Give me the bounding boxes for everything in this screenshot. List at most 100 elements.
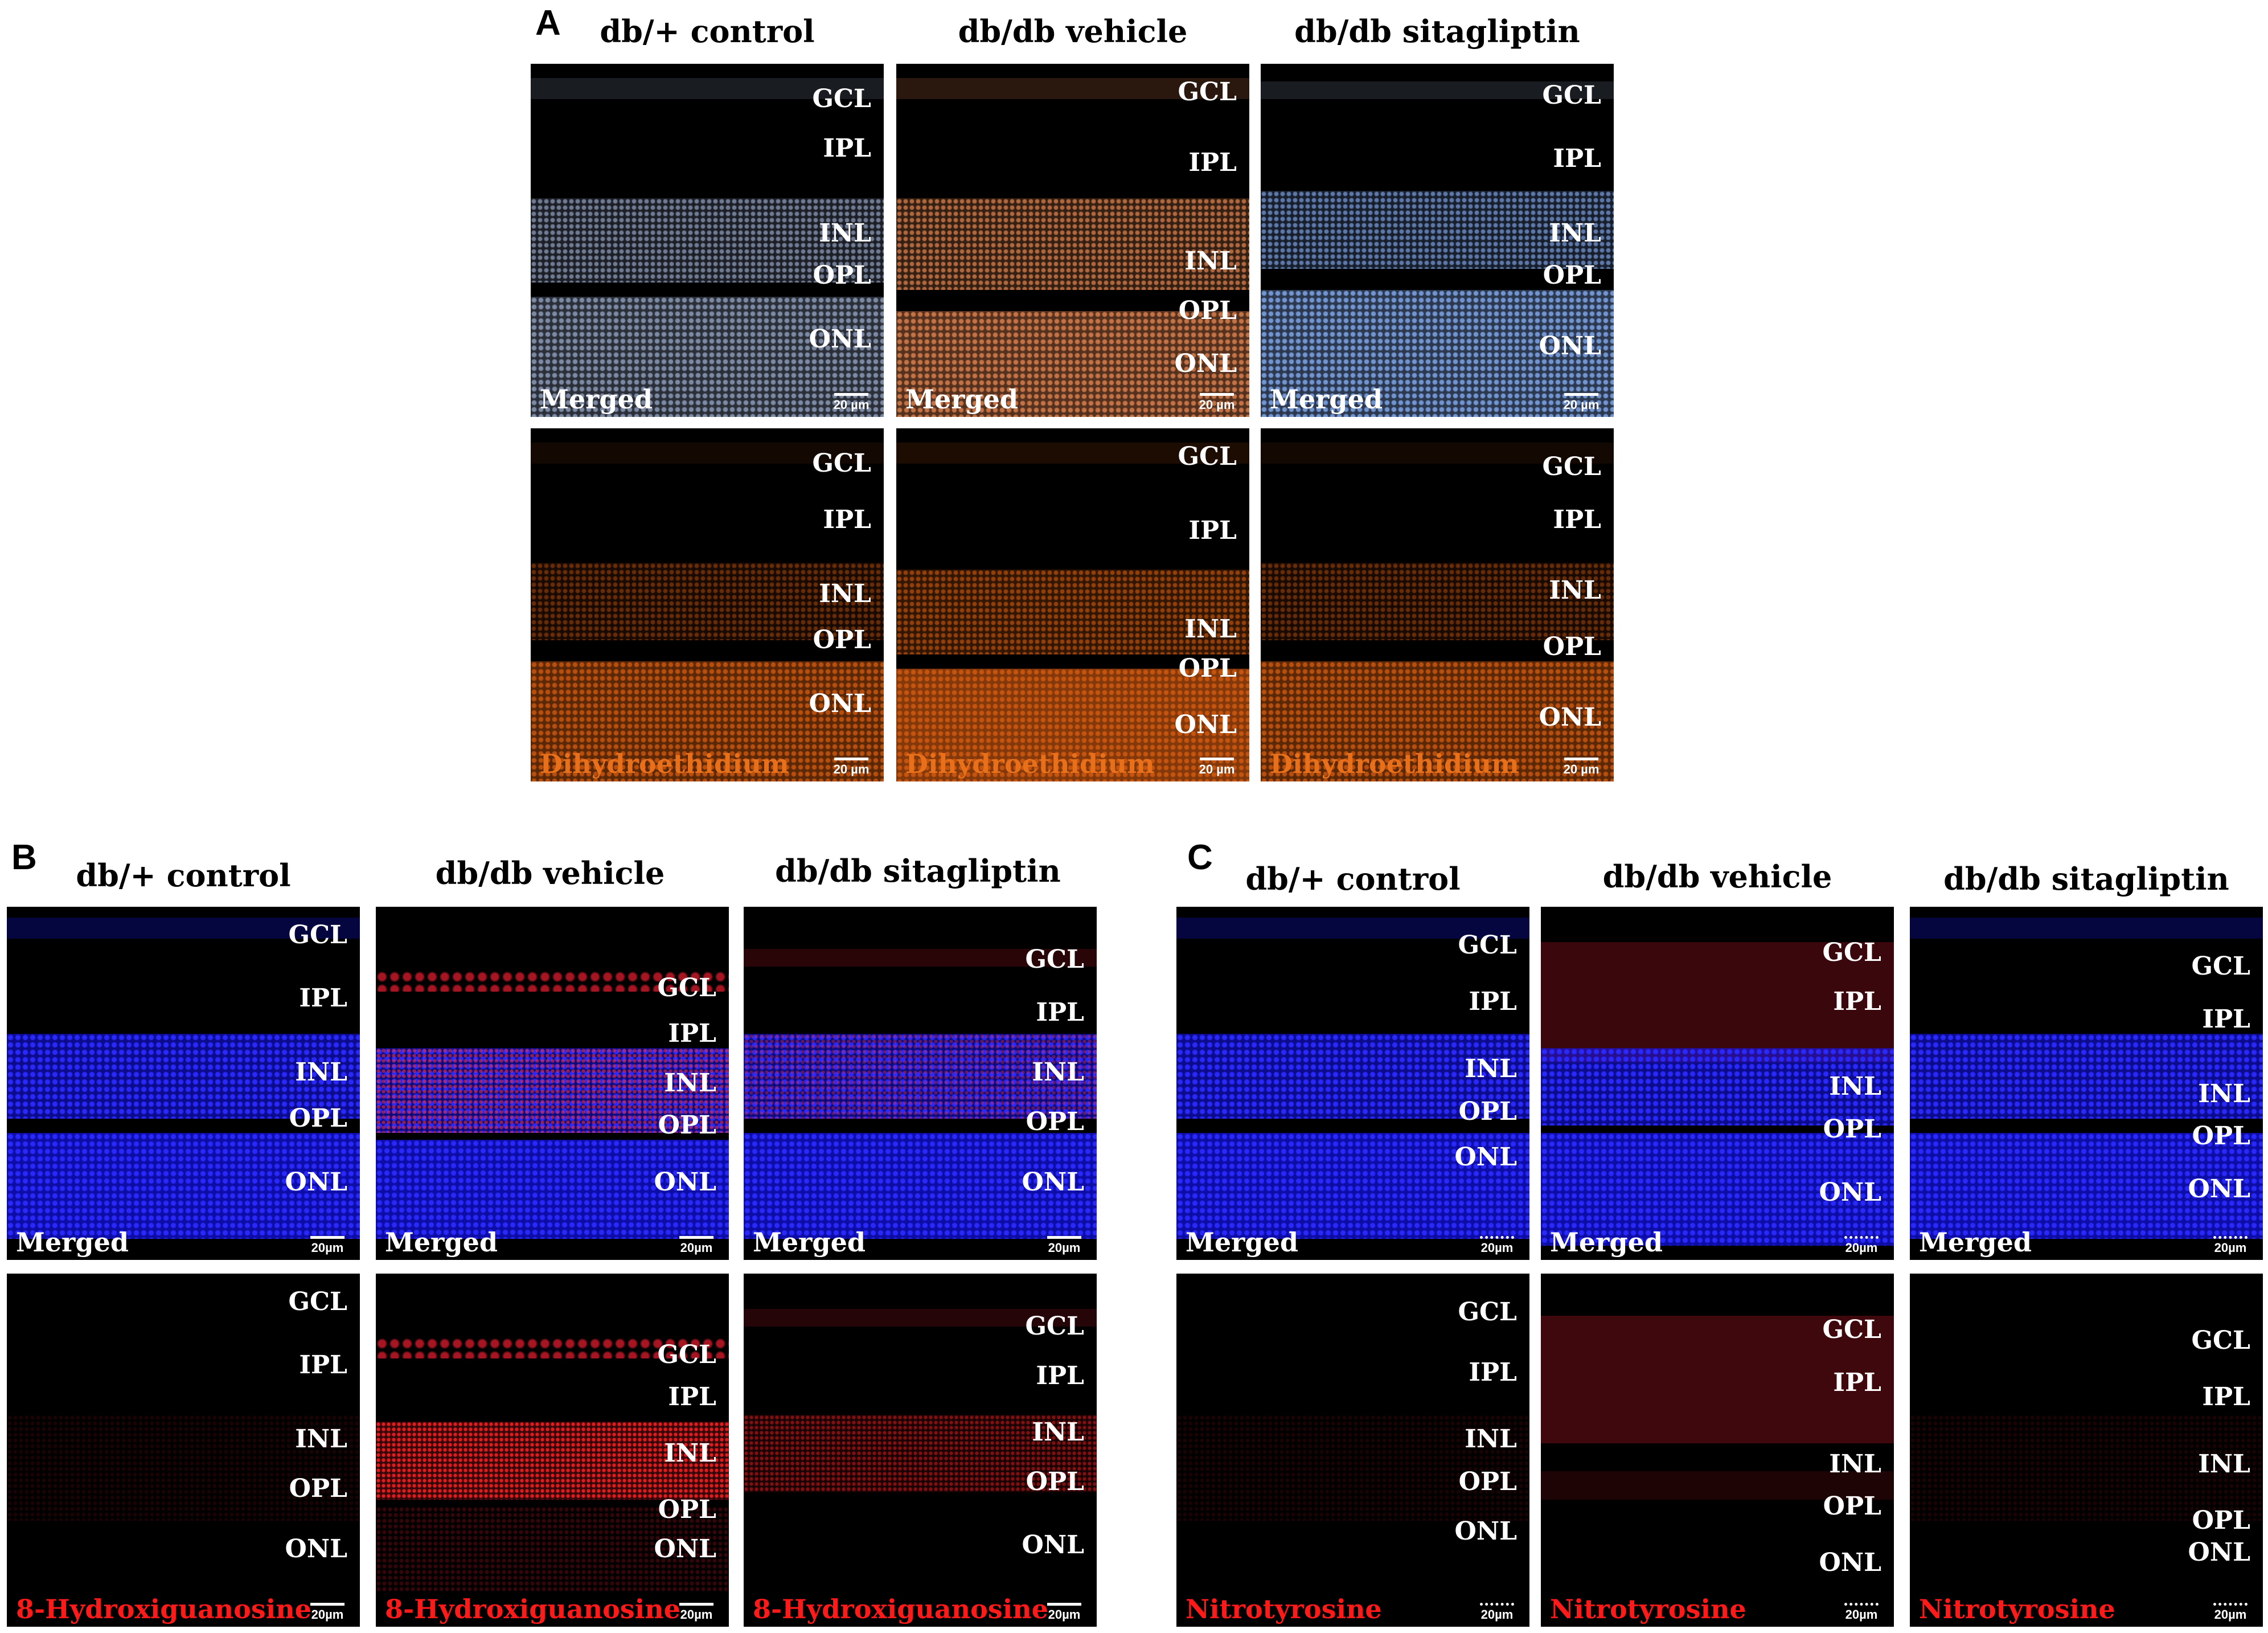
tissue-band	[376, 1140, 729, 1239]
tissue-band	[376, 970, 729, 992]
layer-label-opl: OPL	[1543, 261, 1601, 290]
header-b-sitagliptin: db/db sitagliptin	[775, 853, 1061, 889]
scale-bar-line	[1564, 393, 1598, 396]
layer-label-gcl: GCL	[1178, 441, 1237, 471]
layer-label-opl: OPL	[658, 1111, 716, 1140]
tissue-band	[1261, 442, 1614, 464]
scale-bar-line	[1844, 1603, 1879, 1606]
scale-bar-text: 20µm	[311, 1607, 344, 1622]
layer-label-inl: INL	[1184, 615, 1237, 644]
scale-bar-line	[679, 1236, 713, 1239]
header-c-control: db/+ control	[1245, 861, 1461, 897]
header-c-sitagliptin: db/db sitagliptin	[1943, 861, 2229, 897]
layer-label-onl: ONL	[1022, 1167, 1084, 1197]
layer-label-opl: OPL	[1178, 653, 1237, 683]
micrograph-c-row1-col2: GCL IPL INL OPL ONL Merged 20µm	[1541, 907, 1894, 1260]
scale-bar-text: 20µm	[1480, 1607, 1514, 1622]
layer-label-inl: INL	[1032, 1418, 1084, 1447]
layer-label-opl: OPL	[2192, 1122, 2250, 1151]
scale-bar: 20µm	[675, 1236, 717, 1254]
layer-label-gcl: GCL	[1822, 1315, 1881, 1345]
layer-label-ipl: IPL	[1188, 148, 1237, 177]
layer-label-onl: ONL	[1539, 331, 1601, 361]
tissue-band	[744, 949, 1097, 967]
scale-bar-text: 20 µm	[1199, 762, 1235, 776]
scale-bar: 20µm	[306, 1603, 348, 1621]
layer-label-inl: INL	[1829, 1072, 1881, 1102]
layer-label-opl: OPL	[1026, 1467, 1084, 1496]
tissue-band	[7, 917, 360, 939]
layer-label-opl: OPL	[1178, 296, 1237, 325]
tissue-band	[1541, 1048, 1894, 1126]
layer-label-inl: INL	[664, 1439, 716, 1468]
header-b-control: db/+ control	[76, 857, 291, 894]
layer-label-inl: INL	[295, 1425, 347, 1454]
scale-bar-line	[1200, 393, 1234, 396]
layer-label-ipl: IPL	[823, 133, 871, 163]
layer-label-ipl: IPL	[299, 1350, 347, 1380]
tissue-band	[531, 442, 884, 464]
panel-label: 8-Hydroxiguanosine	[16, 1594, 311, 1624]
panel-label: Merged	[905, 384, 1019, 415]
panel-label: Merged	[16, 1227, 129, 1258]
layer-label-ipl: IPL	[668, 1019, 716, 1049]
layer-label-gcl: GCL	[1542, 80, 1601, 110]
section-letter-c: C	[1187, 838, 1213, 877]
tissue-band	[531, 198, 884, 283]
scale-bar-text: 20µm	[1048, 1241, 1081, 1255]
panel-label: Merged	[385, 1227, 498, 1258]
tissue-band	[531, 661, 884, 781]
layer-label-ipl: IPL	[1469, 1357, 1517, 1387]
layer-label-gcl: GCL	[657, 1340, 716, 1369]
tissue-band	[7, 1132, 360, 1239]
layer-label-opl: OPL	[1458, 1096, 1517, 1126]
scale-bar-text: 20µm	[2214, 1607, 2247, 1622]
layer-label-gcl: GCL	[288, 1287, 347, 1316]
header-c-vehicle: db/db vehicle	[1602, 858, 1832, 895]
scale-bar: 20µm	[1043, 1236, 1085, 1254]
tissue-band	[1910, 1415, 2263, 1521]
layer-label-gcl: GCL	[2191, 1325, 2250, 1355]
micrograph-c-row1-col1: GCL IPL INL OPL ONL Merged 20µm	[1176, 907, 1529, 1260]
scale-bar: 20 µm	[1196, 758, 1238, 776]
layer-label-onl: ONL	[1174, 349, 1237, 378]
layer-label-opl: OPL	[289, 1104, 347, 1133]
panel-label: Nitrotyrosine	[1186, 1594, 1382, 1624]
layer-label-inl: INL	[2198, 1079, 2250, 1108]
layer-label-opl: OPL	[1823, 1492, 1881, 1521]
tissue-band	[1261, 81, 1614, 99]
panel-label: Nitrotyrosine	[1550, 1594, 1746, 1624]
layer-label-gcl: GCL	[1822, 938, 1881, 967]
panel-label: Merged	[1270, 384, 1383, 415]
scale-bar-line	[834, 393, 868, 396]
layer-label-ipl: IPL	[1036, 1361, 1084, 1390]
panel-label: Merged	[540, 384, 653, 415]
micrograph-a-row2-col2: GCL IPL INL OPL ONL Dihydroethidium 20 µm	[896, 428, 1249, 781]
layer-label-onl: ONL	[2188, 1537, 2250, 1567]
tissue-band	[896, 311, 1249, 417]
layer-label-gcl: GCL	[1025, 1312, 1084, 1341]
scale-bar-text: 20µm	[1845, 1241, 1878, 1255]
micrograph-b-row2-col3: GCL IPL INL OPL ONL 8-Hydroxiguanosine 20µm	[744, 1274, 1097, 1627]
scale-bar: 20µm	[1840, 1236, 1883, 1254]
tissue-band	[531, 297, 884, 417]
layer-label-opl: OPL	[1543, 632, 1601, 662]
scale-bar: 20 µm	[1196, 393, 1238, 411]
tissue-band	[376, 1337, 729, 1358]
layer-label-onl: ONL	[1454, 1516, 1517, 1546]
layer-label-gcl: GCL	[1542, 452, 1601, 482]
micrograph-c-row1-col3: GCL IPL INL OPL ONL Merged 20µm	[1910, 907, 2263, 1260]
layer-label-onl: ONL	[809, 689, 871, 718]
scale-bar-line	[1844, 1236, 1879, 1239]
scale-bar-line	[1200, 758, 1234, 760]
scale-bar-line	[2213, 1236, 2248, 1239]
layer-label-ipl: IPL	[1553, 144, 1601, 174]
scale-bar-line	[1047, 1236, 1081, 1239]
tissue-band	[1541, 1316, 1894, 1443]
tissue-band	[1910, 917, 2263, 939]
header-a-vehicle: db/db vehicle	[958, 13, 1188, 50]
micrograph-a-row2-col1: GCL IPL INL OPL ONL Dihydroethidium 20 µm	[531, 428, 884, 781]
tissue-band	[7, 1034, 360, 1119]
layer-label-onl: ONL	[2188, 1174, 2250, 1204]
panel-label: Dihydroethidium	[905, 748, 1155, 779]
